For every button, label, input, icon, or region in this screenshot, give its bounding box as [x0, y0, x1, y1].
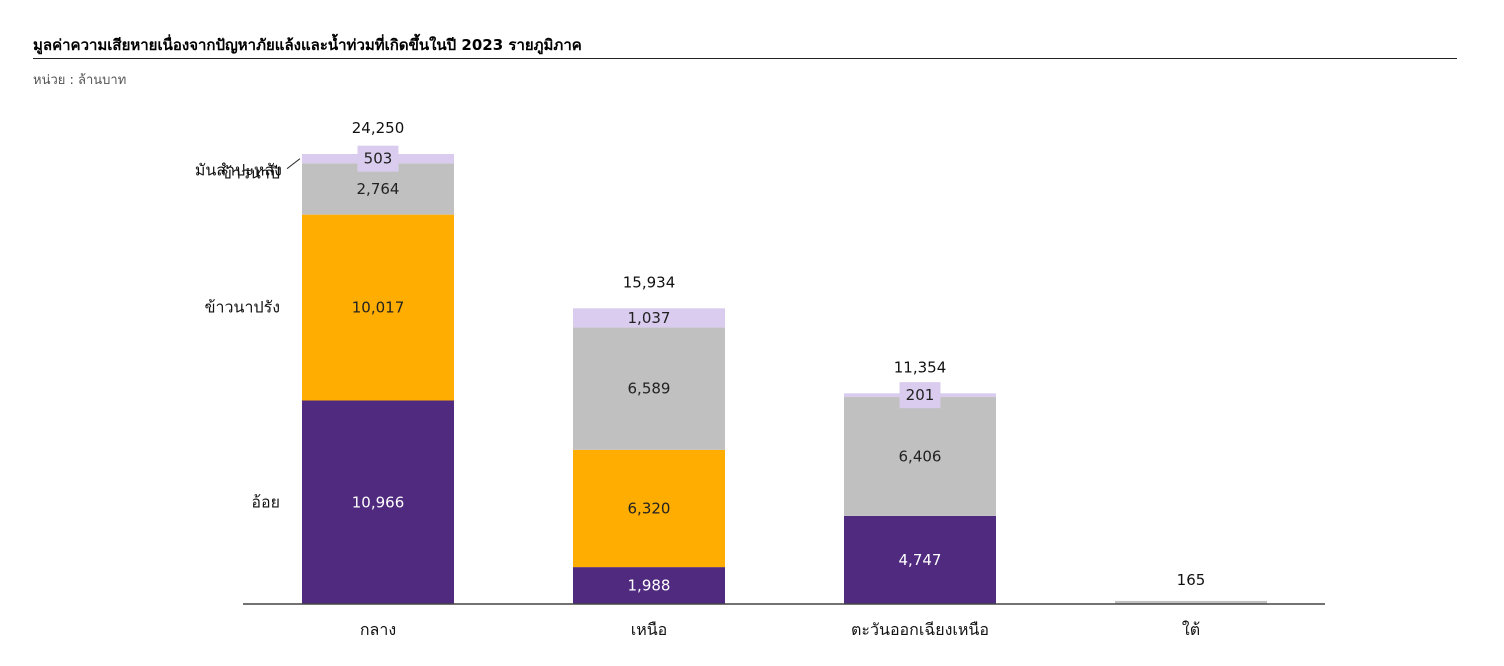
chart-title: มูลค่าความเสียหายเนื่องจากปัญหาภัยแล้งแล…	[33, 36, 582, 54]
title-divider	[33, 58, 1457, 59]
labels-layer: 10,966 10,017 2,764 503 24,250 1,988 6,320 6,58…	[352, 119, 1206, 595]
series-label-อ้อย: อ้อย	[251, 492, 280, 511]
series-label-มันสำปะหลัง: มันสำปะหลัง	[195, 161, 282, 180]
unit-label: หน่วย : ล้านบาท	[33, 73, 127, 88]
bar-segment-1-3	[573, 308, 725, 328]
category-label-ตะวันออกเฉียงเหนือ: ตะวันออกเฉียงเหนือ	[851, 620, 989, 639]
bar-segment-2-2	[844, 397, 996, 516]
series-labels-layer: อ้อย ข้าวนาปรัง ข้าวนาปีมันสำปะหลัง	[195, 158, 301, 511]
value-label-1-0: 1,988	[628, 577, 671, 595]
category-label-เหนือ: เหนือ	[631, 620, 668, 639]
value-label-1-2: 6,589	[628, 380, 671, 398]
value-label-box-2-3	[899, 382, 941, 409]
category-label-ใต้: ใต้	[1182, 620, 1200, 639]
bars-layer	[302, 154, 1267, 604]
total-label-เหนือ: 15,934	[623, 273, 676, 291]
value-label-1-3: 1,037	[628, 309, 671, 327]
value-label-2-0: 4,747	[899, 551, 942, 569]
category-labels-layer: กลาง เหนือ ตะวันออกเฉียงเหนือ ใต้	[360, 620, 1200, 639]
category-label-กลาง: กลาง	[360, 620, 396, 639]
bar-segment-0-1	[302, 214, 454, 401]
value-label-0-0: 10,966	[352, 493, 405, 511]
series-label-ข้าวนาปี: ข้าวนาปี	[221, 163, 280, 182]
bar-segment-1-2	[573, 327, 725, 450]
bar-segment-0-0	[302, 400, 454, 604]
value-label-2-3: 201	[906, 386, 935, 404]
bar-segment-1-0	[573, 567, 725, 604]
series-leader-มันสำปะหลัง	[286, 158, 301, 170]
value-label-1-1: 6,320	[628, 499, 671, 517]
bar-segment-3-2	[1115, 600, 1267, 604]
value-label-0-3: 503	[364, 150, 393, 168]
bar-segment-2-0	[844, 515, 996, 604]
total-label-ตะวันออกเฉียงเหนือ: 11,354	[894, 358, 947, 376]
series-label-ข้าวนาปรัง: ข้าวนาปรัง	[205, 298, 280, 317]
value-label-0-1: 10,017	[352, 299, 405, 317]
value-label-2-2: 6,406	[899, 447, 942, 465]
total-label-กลาง: 24,250	[352, 119, 405, 137]
value-label-0-2: 2,764	[357, 180, 400, 198]
total-label-ใต้: 165	[1177, 571, 1206, 589]
bar-segment-1-1	[573, 449, 725, 568]
value-label-box-0-3	[357, 145, 399, 172]
bar-segment-0-2	[302, 163, 454, 215]
